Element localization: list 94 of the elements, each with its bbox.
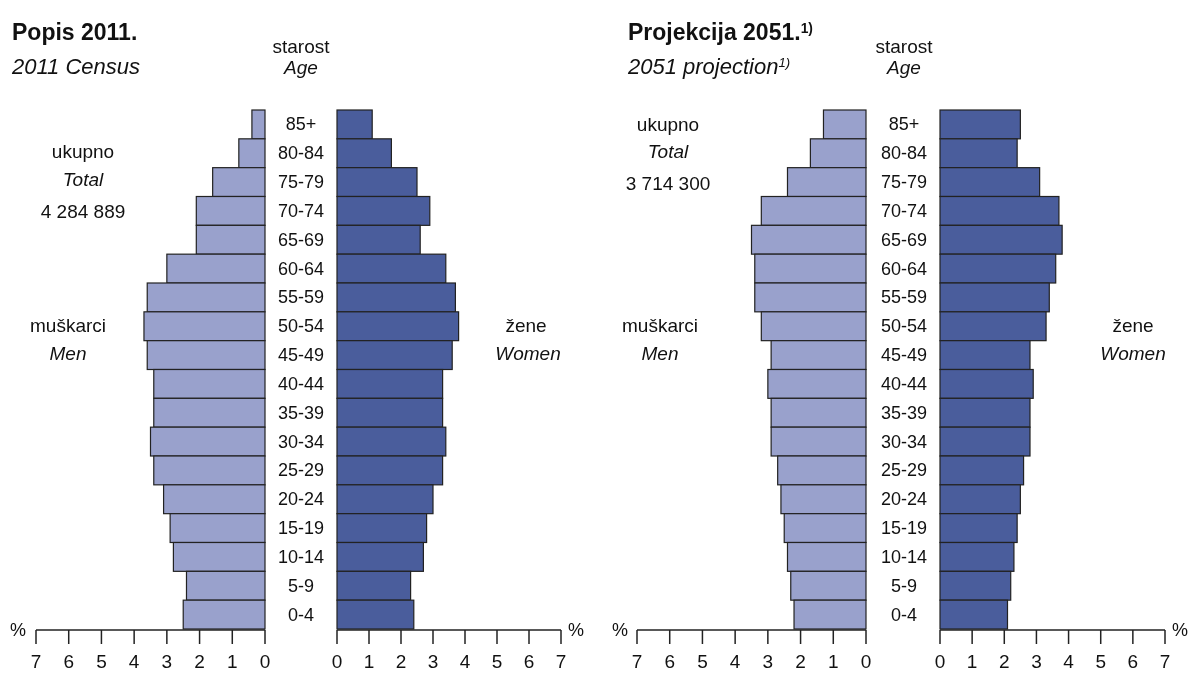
- y-tick-label: 30-34: [277, 431, 325, 452]
- y-tick-label: 15-19: [880, 518, 928, 539]
- x-axis-title: %: [1171, 620, 1189, 640]
- y-tick-label: 70-74: [880, 200, 928, 221]
- x-tick-label: 2: [795, 651, 806, 672]
- annotation: muškarci: [29, 315, 107, 336]
- x-axis-title: %: [567, 620, 585, 640]
- y-tick-label: 75-79: [880, 172, 928, 193]
- chart-subtitle: 2011 Census: [11, 54, 141, 79]
- x-tick-label: 7: [555, 651, 567, 672]
- y-tick-label: 80-84: [880, 143, 928, 164]
- y-tick-label: 75-79: [277, 172, 325, 193]
- x-tick-label: 2: [999, 651, 1010, 672]
- chart-title: Popis 2011.: [12, 19, 138, 45]
- y-tick-label: 10-14: [277, 546, 325, 567]
- x-tick-label: 3: [161, 651, 173, 672]
- y-tick-label: 20-24: [880, 489, 928, 510]
- y-tick-label: 35-39: [277, 402, 325, 423]
- annotation: Men: [641, 343, 679, 364]
- x-tick-label: 4: [128, 651, 140, 672]
- y-tick-label: 85+: [285, 114, 317, 135]
- y-tick-label: 45-49: [880, 345, 928, 366]
- x-tick-label: 7: [1159, 651, 1171, 672]
- x-axis-title: %: [611, 620, 629, 640]
- x-tick-label: 1: [363, 651, 375, 672]
- x-tick-label: 0: [259, 651, 271, 672]
- x-tick-label: 5: [491, 651, 503, 672]
- annotation: ukupno: [51, 141, 115, 162]
- x-tick-label: 1: [966, 651, 978, 672]
- y-tick-label: 35-39: [880, 402, 928, 423]
- y-tick-label: 5-9: [890, 575, 918, 596]
- y-tick-label: 60-64: [277, 258, 325, 279]
- y-tick-label: 65-69: [880, 229, 928, 250]
- y-tick-label: 25-29: [277, 460, 325, 481]
- x-tick-label: 3: [1031, 651, 1042, 672]
- y-tick-label: 85+: [888, 114, 920, 135]
- x-tick-label: 7: [631, 651, 643, 672]
- x-tick-label: 4: [1063, 651, 1075, 672]
- annotation: 4 284 889: [40, 201, 126, 222]
- y-tick-label: 0-4: [287, 604, 315, 625]
- annotation: Women: [495, 343, 561, 364]
- annotation: žene: [1112, 315, 1154, 336]
- y-tick-label: 40-44: [880, 373, 928, 394]
- y-tick-label: 80-84: [277, 143, 325, 164]
- y-tick-label: 25-29: [880, 460, 928, 481]
- x-tick-label: 5: [96, 651, 107, 672]
- y-tick-label: 15-19: [277, 518, 325, 539]
- y-tick-label: 40-44: [277, 373, 325, 394]
- y-tick-label: 0-4: [890, 604, 918, 625]
- x-tick-label: 5: [1095, 651, 1106, 672]
- y-tick-label: 5-9: [287, 575, 315, 596]
- annotation: Total: [647, 141, 690, 162]
- y-tick-label: 10-14: [880, 546, 928, 567]
- x-tick-label: 4: [459, 651, 471, 672]
- text: starost: [272, 36, 331, 57]
- annotation: žene: [505, 315, 547, 336]
- y-tick-label: 50-54: [880, 316, 928, 337]
- x-tick-label: 2: [395, 651, 407, 672]
- y-tick-label: 45-49: [277, 345, 325, 366]
- y-tick-label: 55-59: [277, 287, 325, 308]
- x-axis-title: %: [9, 620, 27, 640]
- x-tick-label: 0: [934, 651, 946, 672]
- annotation: Men: [49, 343, 87, 364]
- y-tick-label: 60-64: [880, 258, 928, 279]
- x-tick-label: 3: [427, 651, 439, 672]
- text: Age: [886, 57, 921, 78]
- annotation: ukupno: [636, 114, 700, 135]
- x-tick-label: 1: [828, 651, 839, 672]
- annotation: Women: [1100, 343, 1166, 364]
- x-tick-label: 6: [523, 651, 535, 672]
- x-tick-label: 5: [697, 651, 708, 672]
- y-tick-label: 70-74: [277, 200, 325, 221]
- annotation: muškarci: [621, 315, 699, 336]
- x-tick-label: 6: [63, 651, 74, 672]
- y-tick-label: 65-69: [277, 229, 325, 250]
- x-tick-label: 6: [664, 651, 675, 672]
- text: Age: [283, 57, 318, 78]
- x-tick-label: 7: [30, 651, 42, 672]
- y-tick-label: 30-34: [880, 431, 928, 452]
- x-tick-label: 2: [194, 651, 205, 672]
- y-tick-label: 55-59: [880, 287, 928, 308]
- x-tick-label: 4: [729, 651, 741, 672]
- annotation: 3 714 300: [625, 173, 711, 194]
- chart-subtitle: 2051 projection$^{1)}$: [627, 54, 791, 79]
- x-tick-label: 0: [331, 651, 343, 672]
- x-tick-label: 0: [860, 651, 872, 672]
- y-tick-label: 20-24: [277, 489, 325, 510]
- annotation: Total: [62, 169, 105, 190]
- text: starost: [875, 36, 934, 57]
- chart-title: Projekcija 2051.$^{1)}$: [628, 19, 813, 45]
- x-tick-label: 6: [1127, 651, 1139, 672]
- y-tick-label: 50-54: [277, 316, 325, 337]
- x-tick-label: 1: [227, 651, 238, 672]
- x-tick-label: 3: [762, 651, 774, 672]
